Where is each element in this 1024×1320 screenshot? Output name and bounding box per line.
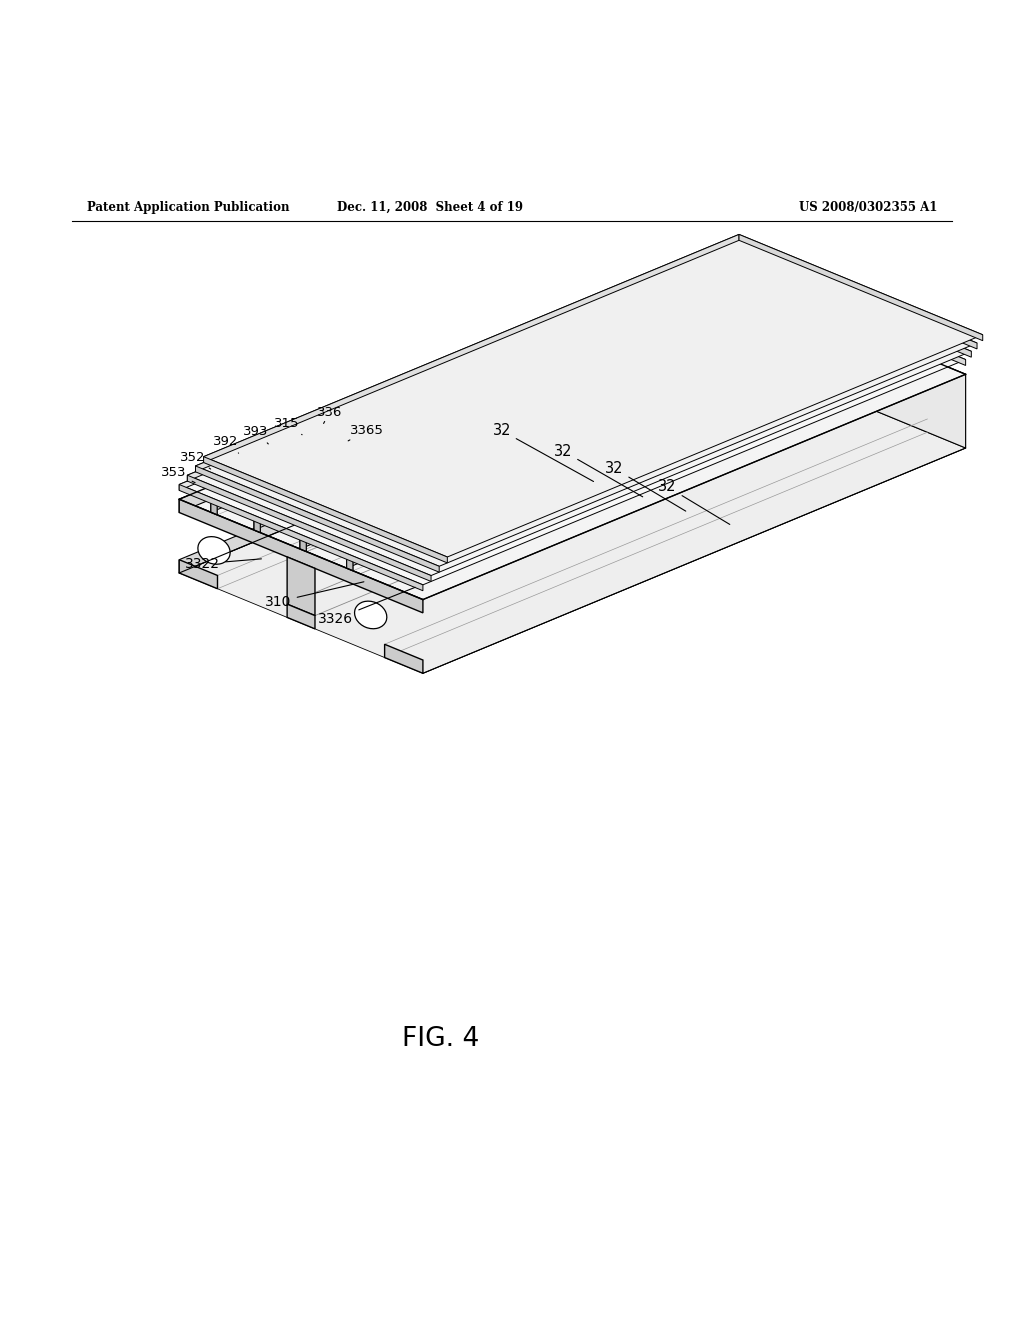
Text: 32: 32 — [605, 461, 686, 511]
Polygon shape — [179, 275, 722, 512]
Text: 352: 352 — [180, 450, 211, 469]
Polygon shape — [385, 644, 423, 673]
Text: 310: 310 — [265, 582, 364, 609]
Text: Dec. 11, 2008  Sheet 4 of 19: Dec. 11, 2008 Sheet 4 of 19 — [337, 201, 523, 214]
Polygon shape — [728, 251, 972, 358]
Polygon shape — [287, 557, 315, 615]
Text: 32: 32 — [493, 424, 594, 482]
Polygon shape — [179, 499, 423, 612]
Polygon shape — [287, 605, 315, 628]
Polygon shape — [179, 347, 966, 673]
Ellipse shape — [354, 601, 387, 628]
Polygon shape — [179, 484, 423, 591]
Text: 336: 336 — [317, 405, 342, 424]
Polygon shape — [196, 466, 439, 572]
Polygon shape — [204, 235, 983, 557]
Polygon shape — [211, 273, 760, 502]
Polygon shape — [722, 275, 966, 447]
Polygon shape — [211, 273, 754, 512]
Polygon shape — [196, 243, 977, 566]
Text: 315: 315 — [274, 417, 302, 434]
Text: FIG. 4: FIG. 4 — [401, 1026, 479, 1052]
Polygon shape — [179, 259, 966, 585]
Polygon shape — [179, 334, 722, 573]
Polygon shape — [300, 536, 306, 552]
Polygon shape — [739, 235, 983, 341]
Polygon shape — [254, 517, 260, 533]
Text: Patent Application Publication: Patent Application Publication — [87, 201, 290, 214]
Polygon shape — [347, 330, 896, 557]
Text: 393: 393 — [244, 425, 268, 444]
Polygon shape — [196, 243, 733, 471]
Text: 32: 32 — [658, 479, 730, 524]
Text: 3365: 3365 — [348, 424, 384, 441]
Polygon shape — [187, 251, 972, 576]
Polygon shape — [204, 235, 739, 462]
Text: 353: 353 — [162, 466, 196, 483]
Polygon shape — [204, 457, 447, 562]
Text: 392: 392 — [213, 436, 239, 453]
Polygon shape — [179, 275, 966, 599]
Polygon shape — [254, 292, 797, 531]
Polygon shape — [347, 554, 353, 570]
Ellipse shape — [198, 537, 230, 564]
Polygon shape — [347, 554, 353, 570]
Polygon shape — [347, 330, 890, 568]
Polygon shape — [179, 259, 722, 491]
Polygon shape — [423, 375, 966, 673]
Text: 3322: 3322 — [185, 557, 261, 570]
Polygon shape — [211, 499, 217, 515]
Polygon shape — [179, 560, 217, 589]
Polygon shape — [733, 243, 977, 348]
Polygon shape — [300, 310, 843, 549]
Polygon shape — [722, 259, 966, 366]
Polygon shape — [211, 499, 217, 515]
Polygon shape — [187, 475, 431, 581]
Polygon shape — [187, 251, 728, 480]
Text: 32: 32 — [554, 444, 643, 496]
Polygon shape — [254, 292, 803, 519]
Text: US 2008/0302355 A1: US 2008/0302355 A1 — [799, 201, 937, 214]
Polygon shape — [254, 517, 260, 533]
Polygon shape — [300, 310, 849, 539]
Polygon shape — [300, 536, 306, 552]
Text: 3326: 3326 — [318, 587, 415, 626]
